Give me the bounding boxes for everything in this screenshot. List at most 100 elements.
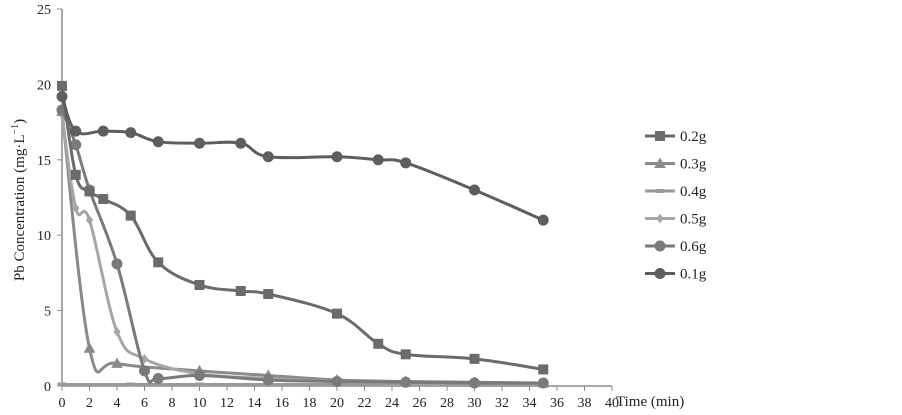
data-point-0.6g	[331, 375, 343, 387]
data-point-0.4g	[195, 382, 204, 387]
x-tick-label: 0	[59, 396, 66, 411]
data-point-0.2g	[70, 169, 81, 180]
data-point-0.2g	[263, 289, 274, 300]
data-point-0.1g	[152, 136, 164, 148]
x-tick-label: 24	[385, 396, 399, 411]
data-point-0.2g	[538, 364, 549, 375]
data-point-0.5g	[113, 326, 121, 337]
x-tick-label: 36	[550, 396, 564, 411]
data-point-0.4g	[126, 382, 136, 387]
data-point-0.1g	[400, 157, 412, 169]
x-tick-label: 16	[275, 396, 289, 411]
x-tick-label: 34	[523, 396, 537, 411]
data-point-0.6g	[194, 369, 205, 381]
axes	[61, 9, 612, 387]
data-point-0.1g	[372, 154, 384, 166]
data-point-0.1g	[331, 151, 343, 163]
legend-label: 0.6g	[680, 239, 707, 255]
data-point-0.4g	[57, 382, 67, 387]
data-point-0.5g	[85, 215, 94, 225]
x-tick-label: 6	[141, 396, 148, 411]
series-0.5g	[58, 109, 547, 388]
ticks: 0 2 4 6 8 10 12 14 16 18 20 22 24 26 28 30 32 34 36 38 40051…	[37, 3, 619, 411]
x-tick-label: 12	[220, 396, 234, 411]
legend-marker	[655, 189, 665, 193]
legend-marker	[654, 157, 666, 168]
axis-titles: Time (min) Pb Concentration (mg·L−1)	[10, 119, 684, 410]
data-point-0.2g	[235, 285, 246, 296]
x-tick-label: 2	[86, 396, 93, 411]
data-point-0.6g	[469, 377, 480, 389]
x-tick-label: 32	[495, 396, 509, 411]
data-point-0.1g	[235, 137, 247, 149]
legend-item-0.2g: 0.2g	[645, 129, 707, 145]
x-tick-label: 38	[578, 396, 592, 411]
x-tick-label: 22	[358, 396, 372, 411]
series-0.1g	[56, 90, 549, 226]
data-point-0.6g	[152, 372, 164, 384]
legend-item-0.1g: 0.1g	[645, 267, 707, 283]
data-point-0.1g	[97, 125, 109, 137]
data-point-0.1g	[262, 151, 274, 163]
data-point-0.2g	[400, 349, 411, 360]
x-tick-label: 40	[605, 396, 619, 411]
series-line-0.6g	[60, 108, 545, 385]
y-axis-title-main: Pb Concentration (mg·L	[12, 135, 28, 282]
data-point-0.1g	[537, 214, 549, 226]
legend-marker	[655, 131, 665, 141]
data-point-0.5g	[72, 203, 80, 213]
data-point-0.3g	[111, 357, 123, 368]
data-point-0.1g	[125, 127, 137, 139]
data-point-0.6g	[537, 377, 549, 389]
data-point-0.2g	[332, 308, 342, 319]
data-point-0.2g	[98, 194, 109, 205]
y-tick-label: 20	[37, 78, 51, 93]
legend: 0.2g 0.3g 0.4g 0.5g 0.6g 0.1g	[645, 129, 707, 283]
legend-label: 0.4g	[680, 184, 707, 200]
y-tick-label: 15	[37, 154, 51, 169]
data-point-0.6g	[400, 376, 412, 388]
data-point-0.2g	[469, 353, 480, 364]
legend-label: 0.2g	[680, 129, 707, 145]
legend-label: 0.1g	[680, 267, 707, 283]
data-point-0.1g	[56, 90, 68, 102]
data-point-0.3g	[83, 342, 96, 353]
data-point-0.2g	[194, 279, 205, 290]
series-0.2g	[57, 80, 549, 375]
data-point-0.2g	[84, 186, 95, 197]
y-tick-label: 5	[44, 305, 51, 320]
series-line-0.1g	[60, 94, 545, 222]
data-point-0.6g	[139, 365, 150, 377]
legend-label: 0.3g	[680, 157, 707, 173]
legend-item-0.3g: 0.3g	[645, 157, 707, 173]
x-tick-label: 26	[413, 396, 427, 411]
data-point-0.6g	[111, 258, 123, 270]
x-tick-label: 18	[303, 396, 317, 411]
legend-item-0.4g: 0.4g	[645, 184, 707, 200]
x-axis-title: Time (min)	[616, 394, 684, 410]
data-point-0.5g	[140, 354, 149, 364]
series-line-0.5g	[60, 113, 545, 385]
data-point-0.2g	[57, 80, 67, 91]
y-tick-label: 25	[37, 3, 51, 18]
y-axis-title: Pb Concentration (mg·L−1)	[10, 119, 28, 281]
x-tick-label: 20	[330, 396, 344, 411]
data-point-0.1g	[469, 184, 480, 196]
y-tick-label: 0	[44, 380, 51, 395]
legend-label: 0.5g	[680, 212, 707, 228]
series-line-0.3g	[60, 110, 545, 385]
legend-marker	[654, 240, 666, 252]
legend-item-0.5g: 0.5g	[645, 212, 707, 228]
y-axis-title-close: )	[12, 119, 28, 124]
y-tick-label: 10	[37, 229, 51, 244]
legend-item-0.6g: 0.6g	[645, 239, 707, 255]
legend-marker	[654, 268, 666, 279]
data-point-0.1g	[194, 137, 205, 149]
x-tick-label: 30	[468, 396, 482, 411]
data-point-0.1g	[70, 125, 82, 137]
x-tick-label: 14	[248, 396, 262, 411]
series	[56, 80, 550, 389]
y-axis-title-superscript: −1	[10, 124, 21, 135]
x-tick-label: 28	[440, 396, 454, 411]
